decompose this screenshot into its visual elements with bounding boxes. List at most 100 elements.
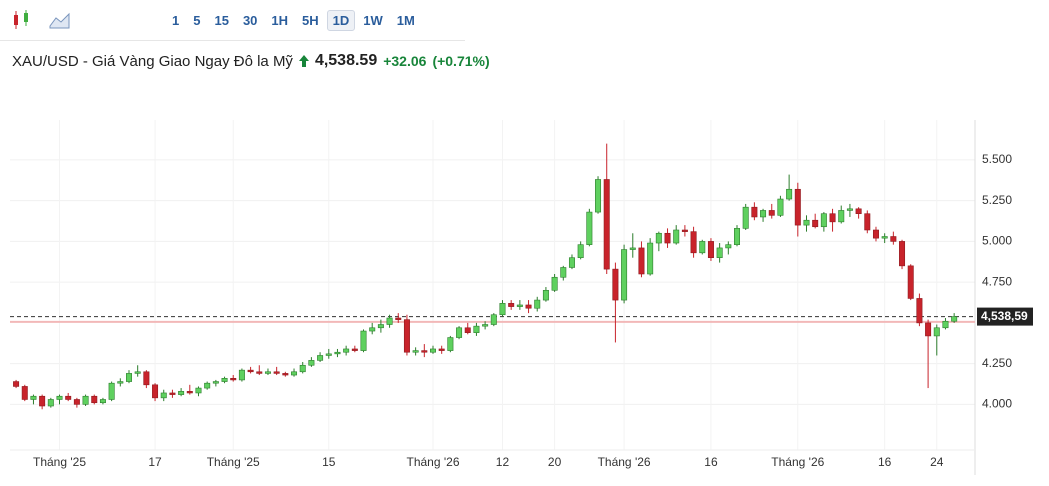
interval-button[interactable]: 1W (363, 12, 383, 28)
x-tick-label: Tháng '26 (771, 455, 824, 469)
interval-button[interactable]: 1H (271, 12, 289, 28)
candle-body (586, 211, 593, 245)
candle-body (925, 322, 932, 337)
candle-body (456, 327, 463, 338)
candle-body (699, 241, 706, 254)
candle-body (212, 381, 219, 384)
interval-button[interactable]: 1D (326, 9, 356, 31)
x-tick-label: Tháng '26 (407, 455, 460, 469)
candle-body (768, 210, 775, 216)
quote-header: XAU/USD - Giá Vàng Giao Ngay Đô la Mỹ 4,… (12, 52, 490, 70)
candle-body (812, 219, 819, 228)
candle-body (690, 231, 697, 254)
candle-body (560, 267, 567, 278)
candle-body (899, 241, 906, 267)
candle-body (412, 350, 419, 353)
candle-body (221, 377, 228, 382)
last-price-box (977, 307, 1033, 326)
symbol-title: XAU/USD - Giá Vàng Giao Ngay Đô la Mỹ (12, 52, 293, 70)
candle-body (325, 353, 332, 356)
candle-body (256, 371, 263, 374)
candle-body (673, 229, 680, 244)
candle-body (777, 198, 784, 216)
candle-body (317, 355, 324, 361)
candle-body (360, 330, 367, 351)
candle-body (942, 320, 949, 329)
candle-body (247, 369, 254, 373)
candle-body (204, 382, 211, 389)
candle-body (369, 327, 376, 332)
candle-body (482, 324, 489, 327)
interval-button[interactable]: 1 (172, 12, 180, 28)
area-icon[interactable] (48, 8, 72, 32)
y-tick-label: 5.250 (982, 193, 1012, 207)
candle-body (603, 179, 610, 270)
candle-body (577, 244, 584, 259)
candle-body (291, 371, 298, 376)
candle-body (351, 348, 358, 351)
interval-button[interactable]: 5 (193, 12, 201, 28)
price: 4,538.59 (314, 52, 378, 69)
candle-body (881, 236, 888, 239)
candle-body (334, 351, 341, 355)
candle-body (308, 360, 315, 366)
y-tick-label: 4.000 (982, 397, 1012, 411)
candle-body (525, 304, 532, 309)
candle-body (395, 317, 402, 320)
candle-body (386, 317, 393, 325)
candle-body (829, 213, 836, 223)
candle-body (39, 395, 46, 407)
candle-body (65, 395, 72, 400)
candle-body (508, 303, 515, 307)
candle-body (186, 391, 193, 394)
candle-body (117, 381, 124, 384)
candle-body (152, 384, 159, 399)
candle-body (264, 371, 271, 374)
candle-body (794, 188, 801, 226)
x-tick-label: 20 (548, 455, 562, 469)
x-tick-label: 24 (930, 455, 944, 469)
candle-body (230, 377, 237, 381)
candle-body (56, 395, 63, 400)
interval-button[interactable]: 15 (214, 12, 229, 28)
candle-body (91, 395, 98, 404)
candle-body (126, 373, 132, 382)
candle-body (725, 244, 732, 249)
candle-body (447, 337, 454, 351)
candle-body (864, 213, 871, 231)
toolbar: 1 5 15 30 1H 5H 1D 1W 1M (0, 0, 465, 41)
y-tick-label: 5.000 (982, 234, 1012, 248)
candle-body (760, 210, 767, 218)
candle-body (516, 304, 523, 307)
interval-button[interactable]: 5H (302, 12, 319, 28)
up-arrow (298, 55, 309, 67)
candle-body (629, 247, 636, 250)
x-tick-label: Tháng '26 (598, 455, 651, 469)
candle-body (464, 327, 471, 333)
x-tick-label: 12 (496, 455, 510, 469)
candle-body (421, 350, 428, 353)
candle-body (933, 327, 940, 337)
candle-body (403, 319, 410, 353)
candle-body (612, 268, 619, 301)
candle-body (134, 371, 141, 374)
candle-body (751, 206, 758, 218)
change: +32.06 (383, 53, 427, 69)
candle-body (73, 399, 80, 405)
candle-icon[interactable] (10, 8, 34, 32)
candle-body (13, 381, 20, 387)
y-tick-label: 4.250 (982, 356, 1012, 370)
candle-body (438, 348, 445, 351)
interval-group: 1 5 15 30 1H 5H 1D 1W 1M (166, 9, 421, 31)
candle-body (30, 395, 37, 400)
y-tick-label: 4.750 (982, 274, 1012, 288)
candle-body (803, 219, 810, 226)
candle-body (377, 324, 384, 329)
x-tick-label: 17 (148, 455, 162, 469)
candle-body (490, 314, 497, 325)
candle-body (742, 206, 749, 229)
interval-button[interactable]: 30 (242, 12, 258, 28)
candle-body (786, 188, 793, 200)
interval-button[interactable]: 1M (396, 12, 415, 28)
